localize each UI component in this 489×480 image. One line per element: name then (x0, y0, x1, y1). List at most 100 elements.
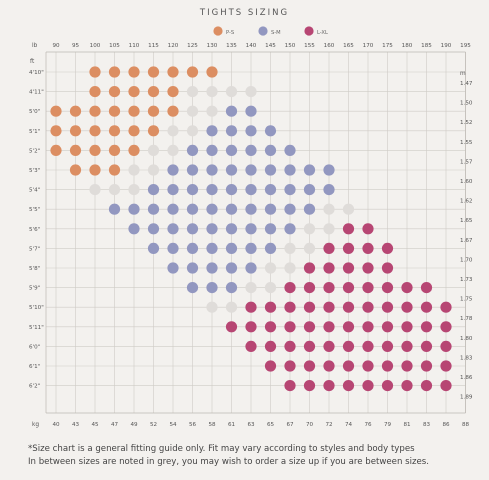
size-dot-ps (167, 66, 179, 78)
x-tick-kg: 88 (462, 422, 470, 428)
between-size-dot (323, 223, 335, 235)
y-tick-m: 1.75 (460, 297, 473, 303)
size-dot-sm (186, 262, 199, 274)
y-tick-m: 1.60 (460, 179, 473, 185)
y-tick-ft: 4'11" (29, 90, 44, 96)
legend-dot-ps (213, 26, 223, 36)
y-tick-ft: 6'0" (29, 344, 41, 350)
size-dot-sm (245, 223, 257, 235)
size-dot-lxl (342, 262, 355, 274)
size-dot-lxl (420, 380, 433, 392)
between-size-dot (167, 144, 179, 156)
size-dot-ps (69, 164, 82, 176)
size-dot-lxl (420, 321, 433, 333)
x-tick-lb: 125 (187, 43, 198, 49)
size-dot-sm (206, 184, 218, 196)
size-dot-sm (284, 144, 296, 156)
size-dot-lxl (342, 223, 355, 235)
size-dot-sm (206, 125, 218, 137)
legend-dot-sm (258, 26, 268, 36)
y-tick-ft: 5'5" (29, 207, 41, 213)
y-tick-ft: 5'6" (29, 227, 41, 233)
size-dot-sm (186, 144, 199, 156)
size-dot-ps (50, 105, 62, 117)
size-dot-ps (69, 144, 82, 156)
size-dot-ps (69, 105, 82, 117)
y-tick-m: 1.67 (460, 238, 473, 244)
size-dot-lxl (342, 340, 355, 352)
size-dot-lxl (245, 321, 257, 333)
x-tick-lb: 170 (363, 43, 374, 49)
y-tick-ft: 5'11" (29, 325, 44, 331)
size-dot-ps (167, 86, 179, 98)
size-dot-lxl (381, 340, 394, 352)
size-dot-sm (167, 262, 179, 274)
size-dot-ps (128, 66, 140, 78)
size-dot-sm (264, 203, 277, 215)
between-size-dot (264, 282, 277, 294)
size-dot-lxl (362, 223, 374, 235)
x-tick-kg: 40 (52, 422, 60, 428)
size-dot-lxl (264, 301, 277, 313)
size-dot-sm (225, 223, 238, 235)
size-dot-lxl (342, 321, 355, 333)
y-tick-m: 1.70 (460, 257, 473, 263)
size-dot-lxl (440, 360, 452, 372)
size-dot-sm (167, 242, 179, 254)
size-dot-lxl (323, 340, 335, 352)
size-dot-ps (89, 105, 101, 117)
size-dot-ps (108, 66, 121, 78)
x-tick-lb: 110 (129, 43, 140, 49)
size-dot-lxl (401, 380, 413, 392)
size-dot-sm (284, 203, 296, 215)
size-dot-sm (264, 223, 277, 235)
size-dot-lxl (323, 360, 335, 372)
size-dot-sm (284, 223, 296, 235)
size-dot-lxl (323, 380, 335, 392)
size-dot-lxl (420, 360, 433, 372)
between-size-dot (323, 203, 335, 215)
size-dot-sm (323, 184, 335, 196)
size-dot-lxl (362, 262, 374, 274)
y-tick-ft: 5'3" (29, 168, 41, 174)
size-dot-lxl (401, 340, 413, 352)
y-unit-m: m (460, 71, 466, 77)
size-dot-sm (225, 262, 238, 274)
legend-dot-lxl (304, 26, 314, 36)
size-dot-lxl (362, 321, 374, 333)
x-tick-kg: 54 (169, 422, 177, 428)
size-dot-lxl (401, 301, 413, 313)
size-dot-lxl (303, 301, 316, 313)
size-dot-sm (264, 144, 277, 156)
x-tick-kg: 79 (384, 422, 392, 428)
size-dot-lxl (323, 301, 335, 313)
x-tick-lb: 155 (304, 43, 315, 49)
size-dot-lxl (303, 360, 316, 372)
y-tick-ft: 6'1" (29, 364, 41, 370)
between-size-dot (147, 144, 160, 156)
size-dot-sm (206, 223, 218, 235)
size-dot-lxl (284, 380, 296, 392)
size-dot-sm (245, 144, 257, 156)
size-dot-ps (128, 105, 140, 117)
between-size-dot (206, 301, 218, 313)
size-dot-sm (147, 184, 160, 196)
between-size-dot (303, 223, 316, 235)
x-tick-lb: 115 (148, 43, 159, 49)
y-tick-m: 1.62 (460, 199, 472, 205)
between-size-dot (245, 86, 257, 98)
between-size-dot (167, 125, 179, 137)
size-dot-lxl (440, 321, 452, 333)
size-dot-lxl (381, 380, 394, 392)
size-dot-lxl (284, 360, 296, 372)
y-tick-ft: 5'0" (29, 109, 41, 115)
y-tick-m: 1.55 (460, 140, 473, 146)
size-dot-sm (264, 164, 277, 176)
footnote-line-2: In between sizes are noted in grey, you … (28, 457, 429, 467)
size-dot-sm (225, 164, 238, 176)
size-dot-lxl (225, 321, 238, 333)
size-dot-sm (225, 125, 238, 137)
x-tick-kg: 76 (364, 422, 372, 428)
size-dot-sm (245, 125, 257, 137)
size-dot-sm (225, 144, 238, 156)
